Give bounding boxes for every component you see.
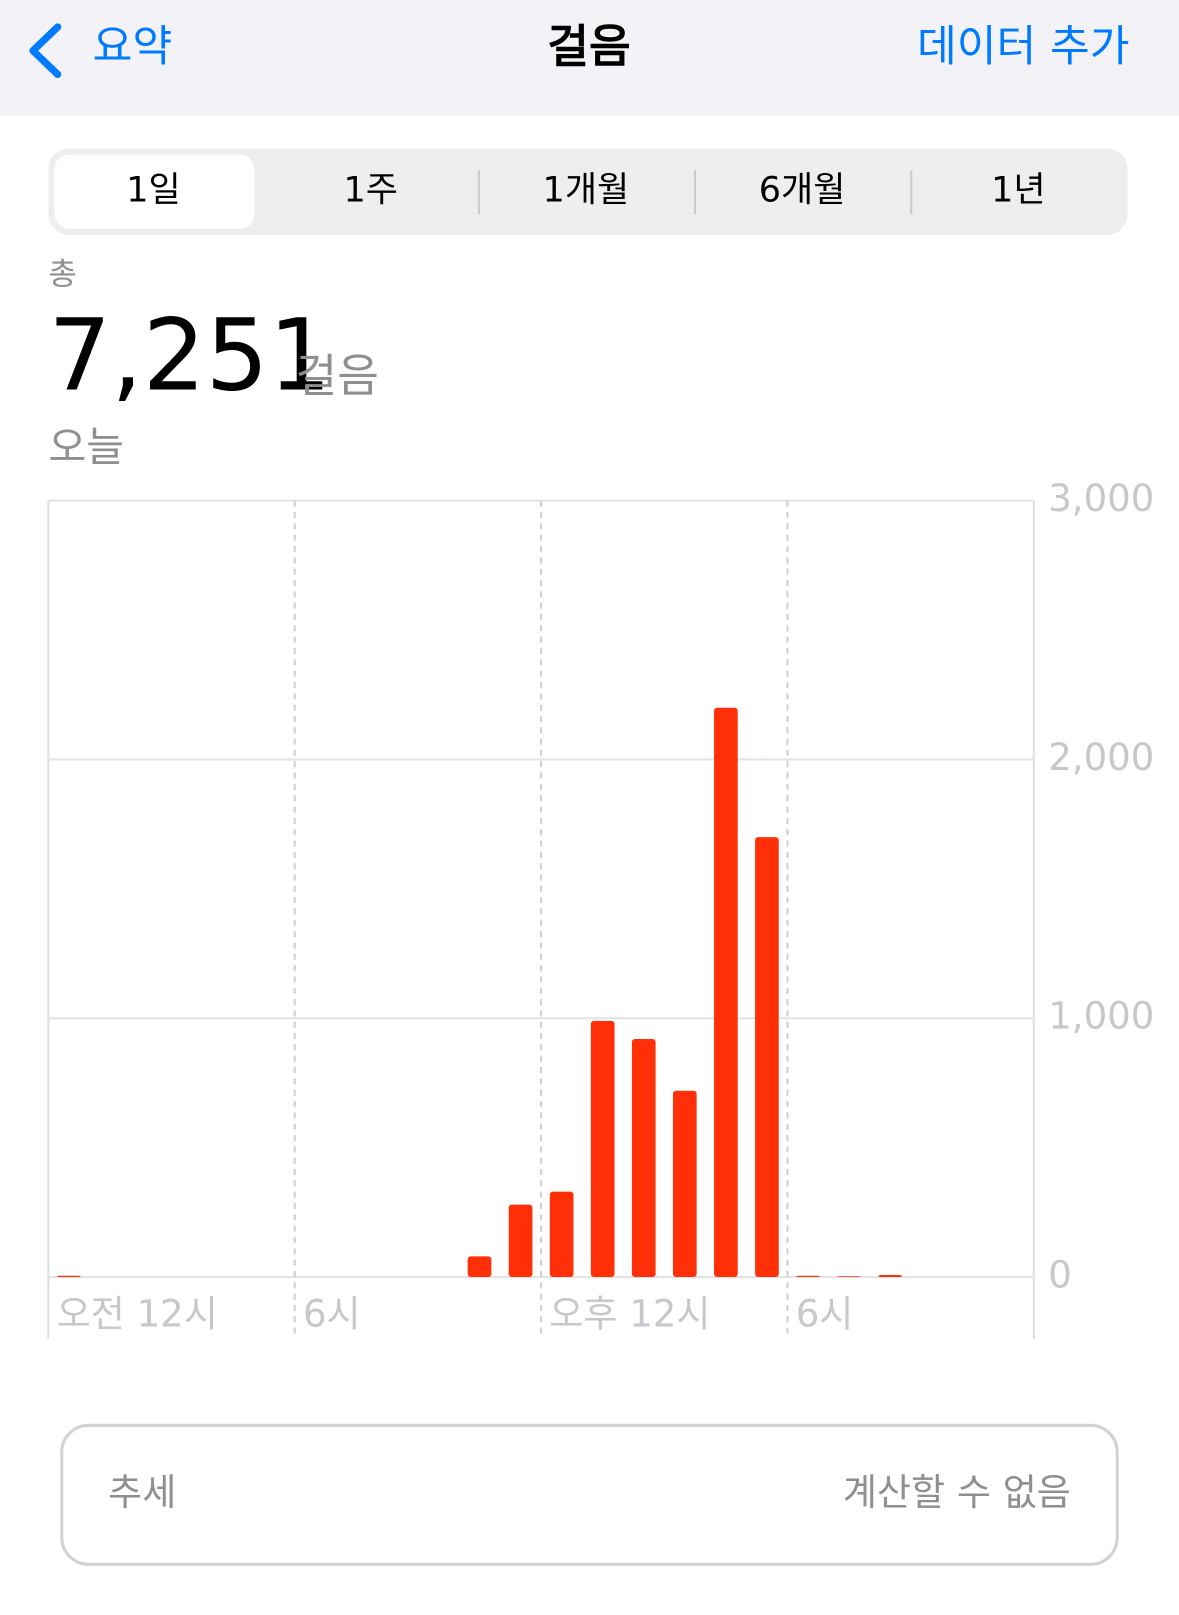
total-label: 총 bbox=[48, 257, 76, 293]
back-chevron[interactable] bbox=[29, 23, 62, 78]
bar bbox=[508, 1204, 533, 1278]
trend-card[interactable] bbox=[60, 1423, 1119, 1566]
segment-label[interactable]: 6개월 bbox=[759, 171, 846, 211]
bar bbox=[631, 1038, 656, 1278]
trend-value: 계산할 수 없음 bbox=[843, 1471, 1071, 1514]
bar bbox=[796, 1275, 820, 1278]
period-label: 오늘 bbox=[48, 423, 124, 471]
total-unit: 걸음 bbox=[296, 350, 379, 403]
bar bbox=[837, 1276, 861, 1278]
x-tick-label: 오후 12시 bbox=[549, 1293, 710, 1336]
trend-label: 추세 bbox=[108, 1471, 176, 1514]
bar bbox=[755, 837, 779, 1278]
y-tick-label: 1,000 bbox=[1048, 995, 1154, 1038]
back-button[interactable]: 요약 bbox=[93, 22, 173, 72]
bar bbox=[549, 1191, 574, 1278]
bar bbox=[672, 1090, 697, 1278]
add-data-button[interactable]: 데이터 추가 bbox=[917, 22, 1130, 72]
segment-selected bbox=[54, 154, 255, 229]
bar bbox=[878, 1274, 902, 1278]
y-tick-label: 2,000 bbox=[1048, 736, 1154, 779]
segment-label[interactable]: 1개월 bbox=[543, 171, 630, 211]
segmented-control bbox=[48, 148, 1128, 235]
bar bbox=[590, 1020, 615, 1278]
bar bbox=[57, 1275, 81, 1278]
bar bbox=[467, 1256, 492, 1278]
y-tick-label: 3,000 bbox=[1048, 477, 1154, 520]
y-tick-label: 0 bbox=[1048, 1254, 1072, 1297]
total-value: 7,251 bbox=[48, 299, 331, 414]
segment-label[interactable]: 1주 bbox=[343, 171, 397, 211]
segment-label[interactable]: 1일 bbox=[126, 171, 180, 211]
segment-label[interactable]: 1년 bbox=[991, 171, 1045, 211]
x-tick-label: 6시 bbox=[303, 1293, 361, 1336]
nav-bar bbox=[0, 0, 1179, 116]
nav-title: 걸음 bbox=[547, 20, 630, 73]
bar bbox=[714, 707, 738, 1278]
x-tick-label: 6시 bbox=[796, 1293, 854, 1336]
chart: 0 1,000 2,000 3,000 오전 12시 6시 오후 12시 6시 bbox=[47, 477, 1154, 1339]
x-tick-label: 오전 12시 bbox=[57, 1293, 218, 1336]
